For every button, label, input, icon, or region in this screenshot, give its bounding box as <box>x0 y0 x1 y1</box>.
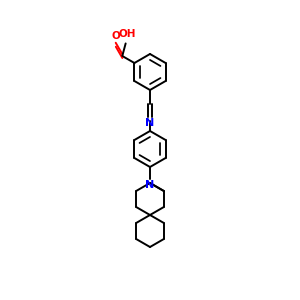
Text: N: N <box>146 118 154 128</box>
Text: O: O <box>111 31 120 41</box>
Text: N: N <box>146 180 154 190</box>
Text: OH: OH <box>119 29 136 39</box>
